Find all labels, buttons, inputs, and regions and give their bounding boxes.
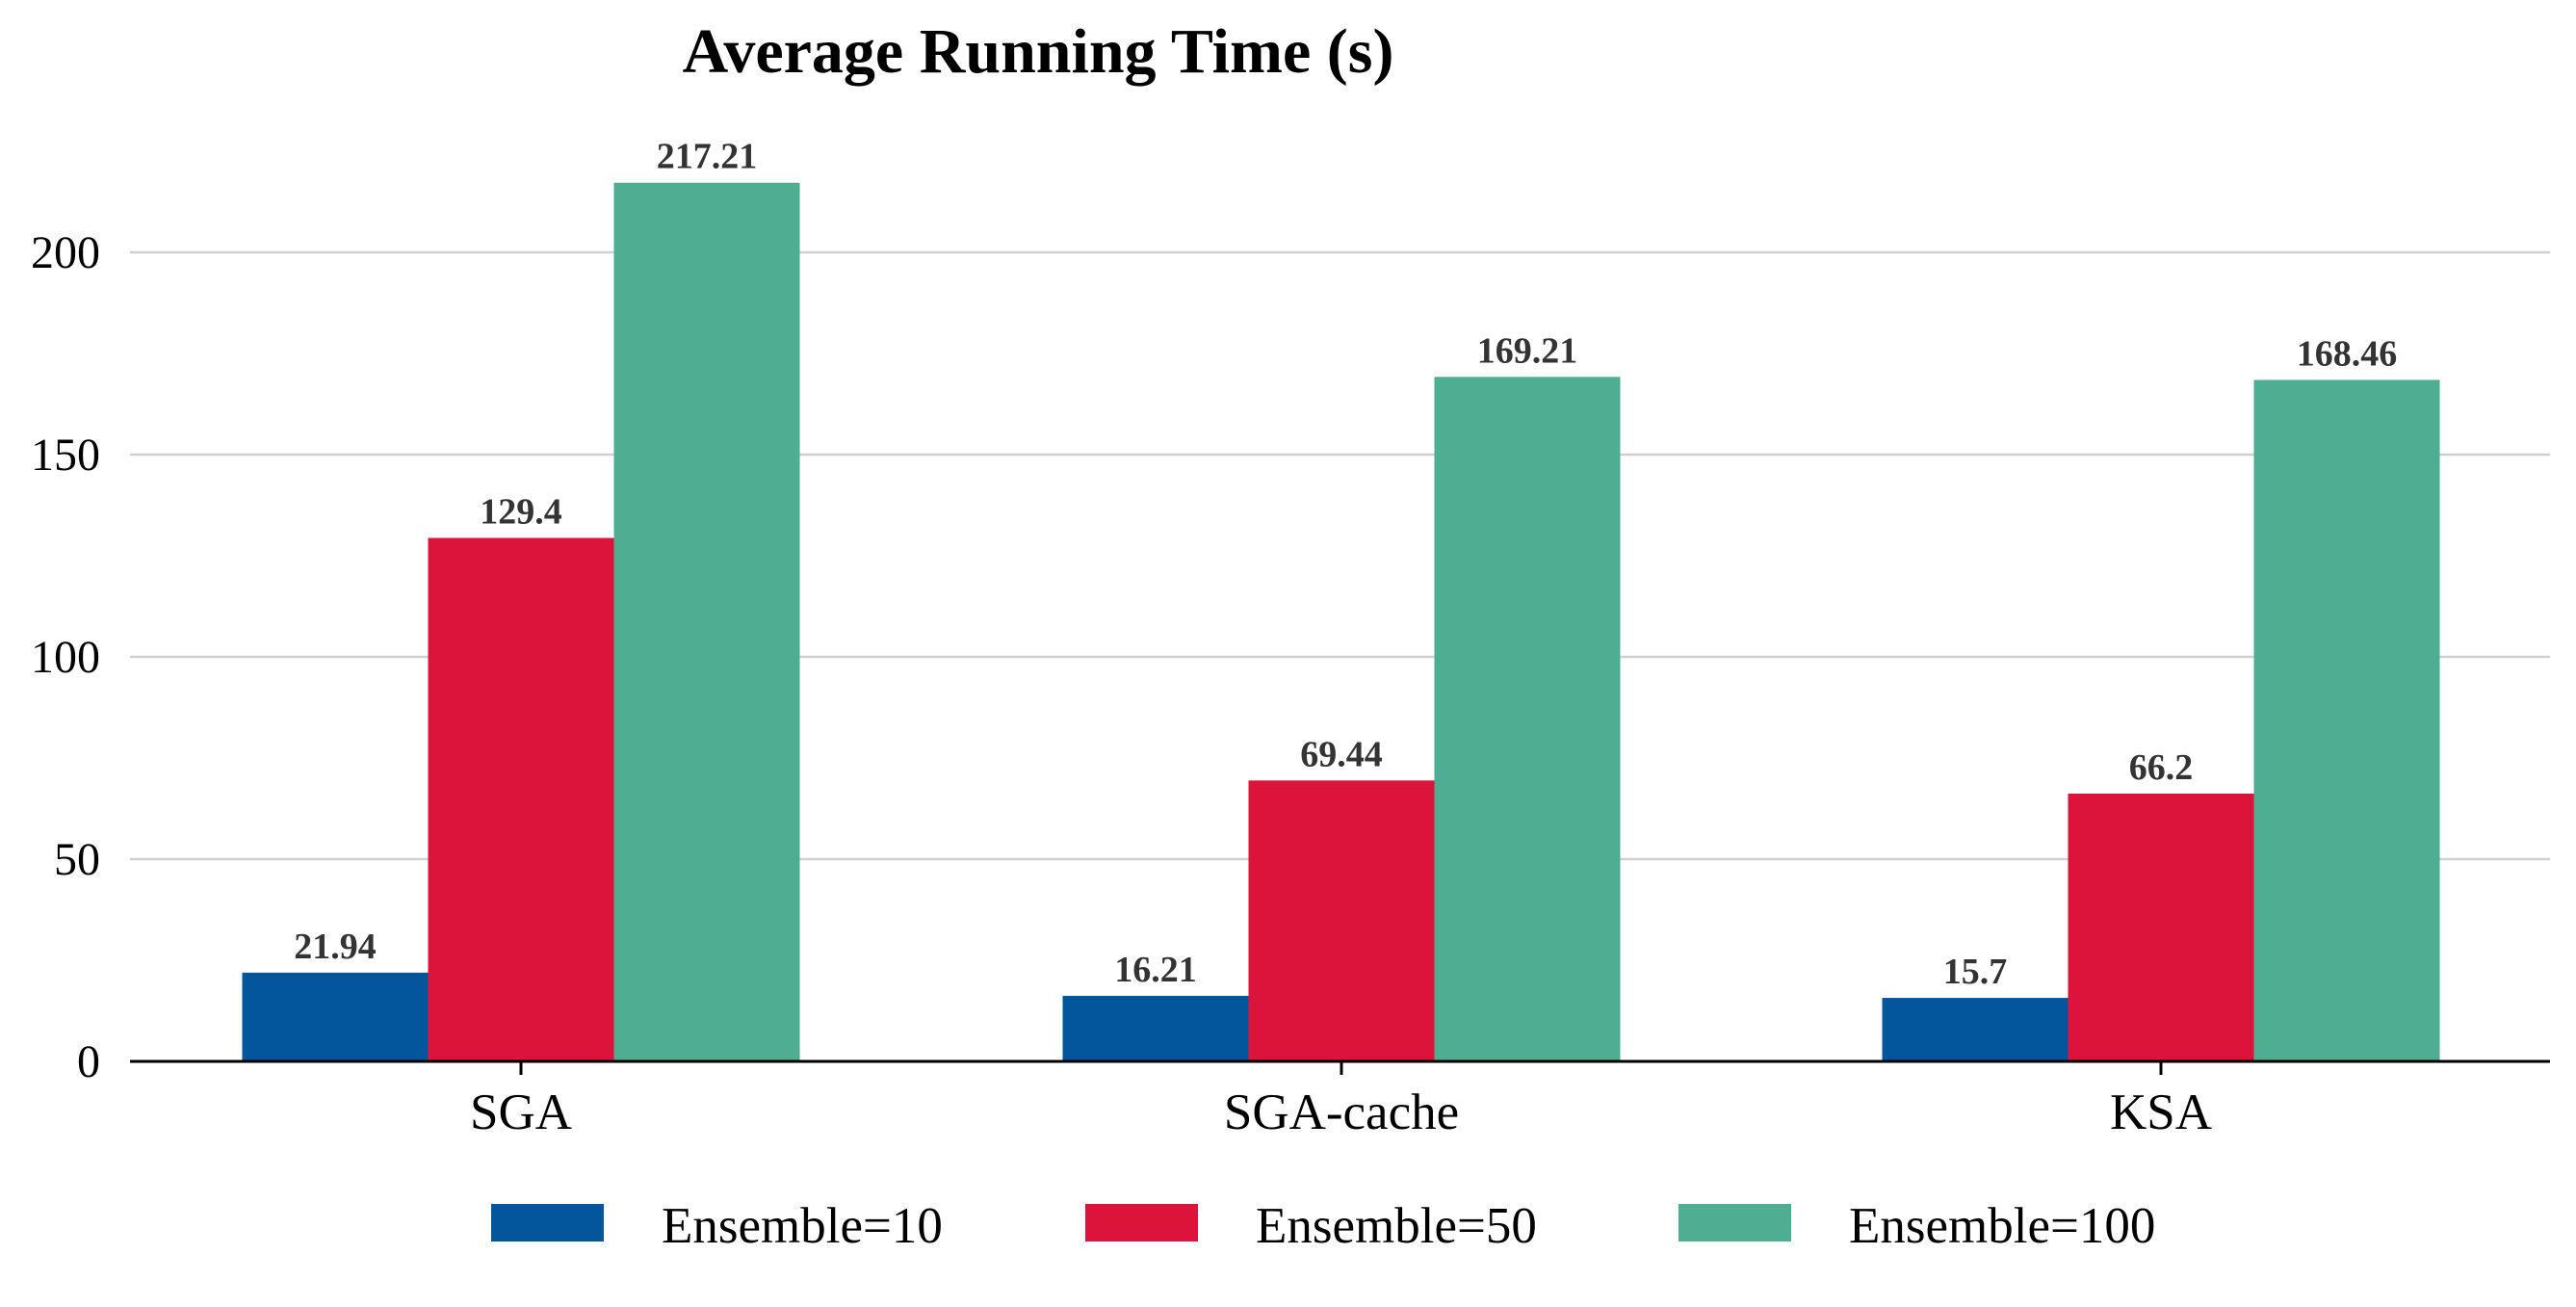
legend-swatch	[1085, 1204, 1198, 1242]
legend-label: Ensemble=50	[1256, 1198, 1537, 1254]
data-labels: 21.94 129.4 217.21 16.21 69.44 169.21 15.7 66.2…	[294, 137, 2397, 992]
y-tick-label: 50	[54, 834, 100, 885]
legend: Ensemble=10 Ensemble=50 Ensemble=100	[491, 1198, 2155, 1254]
data-label: 16.21	[1114, 950, 1197, 990]
data-label: 69.44	[1300, 734, 1383, 774]
bar	[2068, 793, 2254, 1061]
bar	[1062, 995, 1249, 1061]
data-label: 217.21	[657, 137, 758, 177]
data-label: 15.7	[1943, 952, 2008, 992]
data-label: 21.94	[294, 927, 377, 967]
x-tick-label: KSA	[2110, 1085, 2212, 1140]
bars	[242, 182, 2440, 1061]
legend-label: Ensemble=100	[1849, 1198, 2155, 1254]
y-axis-ticks: 0 50 100 150 200	[31, 227, 100, 1087]
bar	[1434, 377, 1621, 1061]
legend-label: Ensemble=10	[662, 1198, 943, 1254]
x-tick-label: SGA	[470, 1085, 572, 1140]
bar	[2253, 379, 2440, 1061]
data-label: 66.2	[2129, 747, 2194, 788]
data-label: 169.21	[1477, 330, 1578, 371]
y-tick-label: 200	[31, 227, 100, 278]
y-tick-label: 150	[31, 430, 100, 481]
y-tick-label: 100	[31, 632, 100, 683]
bar	[613, 182, 800, 1061]
data-label: 168.46	[2297, 333, 2398, 374]
y-tick-label: 0	[77, 1036, 100, 1087]
bar	[1248, 780, 1435, 1061]
x-tick-label: SGA-cache	[1224, 1085, 1459, 1140]
legend-swatch	[1678, 1204, 1791, 1242]
x-axis-ticks: SGA SGA-cache KSA	[470, 1061, 2212, 1140]
legend-swatch	[491, 1204, 604, 1242]
bar	[1882, 998, 2069, 1061]
chart-title: Average Running Time (s)	[683, 16, 1394, 87]
bar	[242, 972, 429, 1061]
bar	[428, 537, 614, 1061]
data-label: 129.4	[480, 492, 562, 533]
